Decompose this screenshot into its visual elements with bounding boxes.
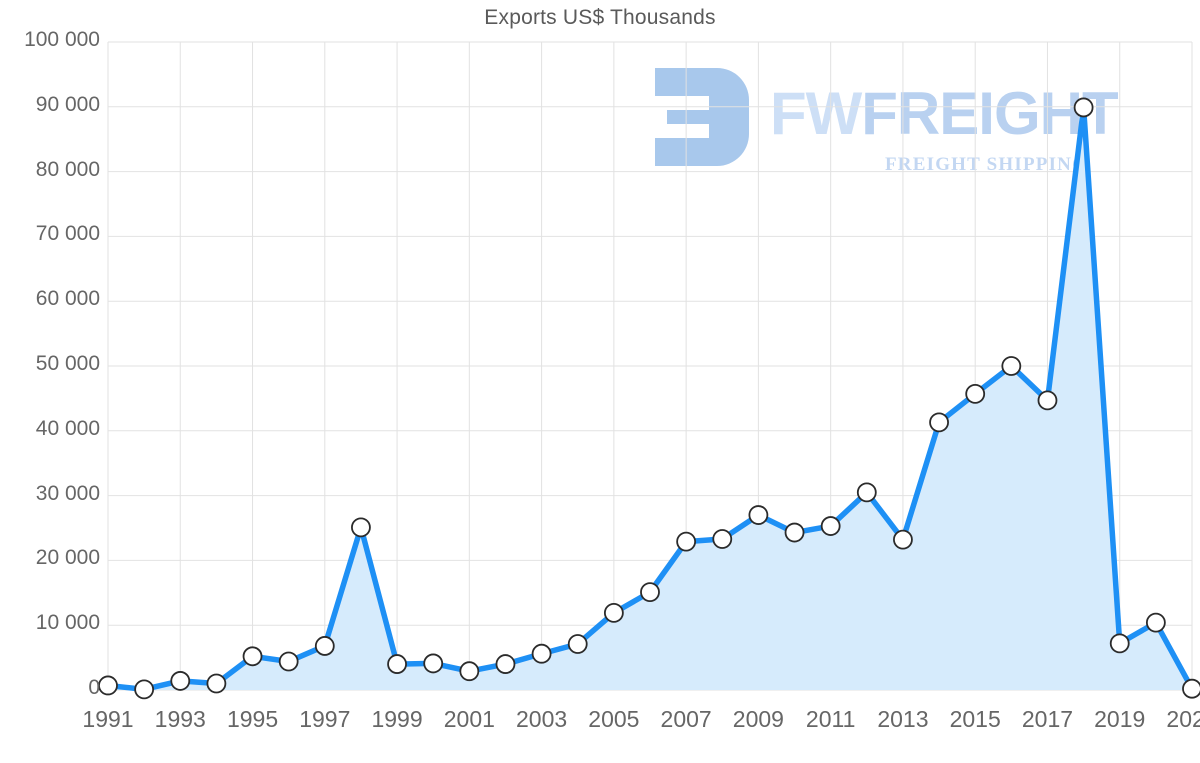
y-axis-tick-label: 0 [88,676,100,699]
data-point-marker[interactable] [351,517,371,538]
data-point-marker[interactable] [567,634,588,654]
data-point-marker[interactable] [1073,97,1094,118]
x-axis-tick-label: 1997 [299,706,351,732]
y-axis-tick-label: 10 000 [35,611,100,635]
data-point-marker[interactable] [98,675,118,696]
data-point-marker[interactable] [712,529,733,549]
data-point-marker[interactable] [134,679,155,700]
x-axis-tick-label: 2009 [732,706,784,732]
data-point-marker[interactable] [459,661,480,682]
x-axis-tick-label: 2017 [1021,706,1074,732]
y-axis-tick-label: 40 000 [35,416,100,440]
data-point-marker[interactable] [1182,678,1200,699]
data-point-marker[interactable] [1001,356,1022,376]
x-axis-tick-label: 1993 [154,706,206,732]
data-point-marker[interactable] [676,531,697,552]
area-fill [108,107,1192,690]
x-axis-tick-label: 2021 [1166,706,1200,732]
y-axis-tick-label: 60 000 [35,287,100,311]
plot-canvas [98,41,1200,700]
data-point-marker[interactable] [1145,612,1166,633]
x-axis-tick-label: 2003 [516,706,568,732]
x-axis-tick-label: 2015 [949,706,1001,732]
x-axis-tick-label: 2007 [660,706,712,732]
y-axis-tick-label: 100 000 [24,28,100,51]
data-point-marker[interactable] [893,529,913,550]
data-point-marker[interactable] [820,516,841,536]
data-point-marker[interactable] [495,654,516,674]
data-point-marker[interactable] [242,646,263,667]
data-point-markers [98,97,1200,700]
data-point-marker[interactable] [856,482,877,503]
x-axis-tick-label: 2001 [443,706,495,732]
chart-title: Exports US$ Thousands [484,6,716,29]
x-axis-tick-label: 2019 [1094,706,1146,732]
data-point-marker[interactable] [640,582,660,603]
data-point-marker[interactable] [206,673,227,694]
data-point-marker[interactable] [929,412,949,433]
y-axis-tick-label: 20 000 [35,546,100,570]
y-axis-tick-label: 80 000 [35,157,100,181]
data-point-marker[interactable] [1109,633,1130,654]
y-axis-tick-label: 90 000 [35,92,100,116]
x-axis-tick-label: 2005 [588,706,640,732]
data-point-marker[interactable] [423,653,444,674]
x-axis-tick-label: 1999 [371,706,423,732]
data-point-marker[interactable] [965,383,986,404]
x-axis-tick-label: 2011 [805,706,856,732]
data-point-marker[interactable] [1037,390,1058,411]
data-point-marker[interactable] [278,651,299,672]
x-axis-tick-label: 2013 [877,706,929,732]
x-axis-tick-label: 1995 [226,706,279,732]
y-axis-tick-label: 70 000 [35,222,100,246]
data-point-marker[interactable] [531,643,552,664]
data-point-marker[interactable] [314,636,335,656]
plot-area [98,41,1200,700]
y-axis-tick-label: 50 000 [35,352,100,375]
data-point-marker[interactable] [387,654,407,674]
data-point-marker[interactable] [603,602,624,623]
data-point-marker[interactable] [748,505,769,525]
data-point-marker[interactable] [170,671,191,691]
data-point-marker[interactable] [784,522,805,543]
x-axis-tick-label: 1991 [82,706,134,732]
y-axis-tick-label: 30 000 [35,481,100,505]
